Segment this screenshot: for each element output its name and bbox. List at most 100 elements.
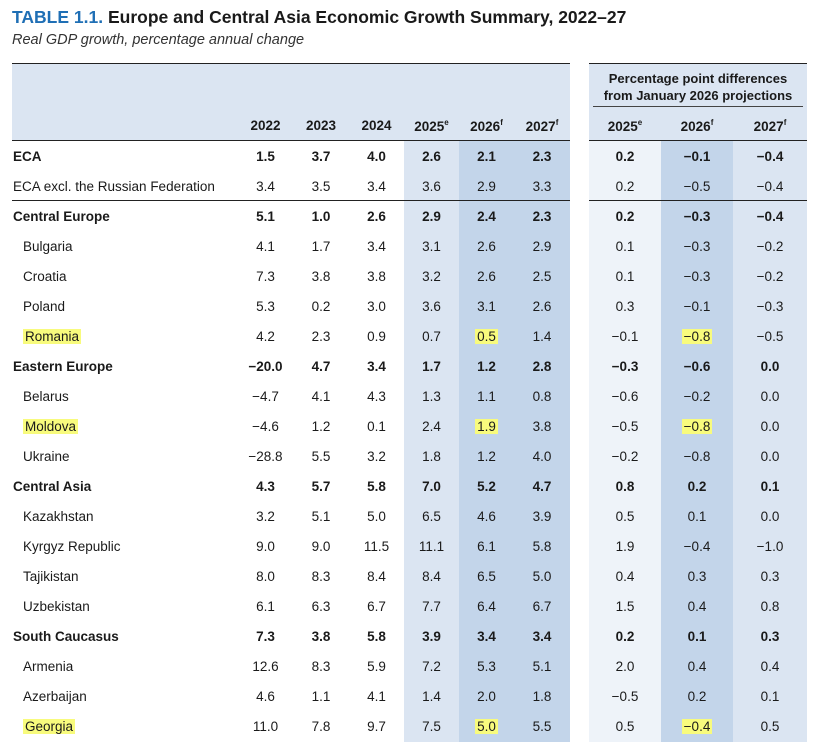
value-cell: 9.7 [349,711,404,741]
value-text: 4.0 [532,448,552,464]
diff-text: −0.5 [756,328,784,344]
row-label-text: Tajikistan [23,568,79,584]
diff-cell: 0.0 [733,501,807,531]
value-text: 6.7 [367,598,386,614]
diff-text: 1.5 [615,598,635,614]
table-row: Kyrgyz Republic 9.0 9.0 11.5 11.1 6.1 5.8 1.9 −0… [0,531,824,561]
value-cell: 11.5 [349,531,404,561]
value-text: 6.3 [311,598,331,614]
col-header-2023: 2023 [293,110,349,141]
header-band-main [12,63,570,141]
diff-cell: −0.2 [733,261,807,291]
value-text: 0.2 [311,298,331,314]
col-header-sup: e [637,117,643,127]
col-band-diff-2027f [733,141,807,742]
end-cell [807,291,824,321]
header-band-diff [589,63,807,141]
col-band-diff-2026f [661,141,733,742]
diff-text: −0.3 [683,208,711,224]
value-text: 2.0 [477,688,496,704]
value-text: 3.9 [422,628,441,644]
row-label: Tajikistan [0,561,238,591]
value-text: 5.1 [532,658,552,674]
value-text: 9.0 [311,538,331,554]
diff-cell: −0.5 [661,171,733,201]
value-text: 8.4 [422,568,441,584]
gap-cell [570,231,589,261]
value-cell: 5.8 [514,531,570,561]
diff-text: 0.8 [760,598,780,614]
col-header-label: 2027 [525,118,556,134]
value-cell: 4.1 [238,231,293,261]
value-text: 3.4 [477,628,496,644]
diff-cell: −0.5 [733,321,807,351]
table-row: Moldova −4.6 1.2 0.1 2.4 1.9 3.8 −0.5 −0.8 0.0 [0,411,824,441]
value-cell: 4.3 [238,471,293,501]
value-cell: 1.1 [459,381,514,411]
diff-text: 0.4 [760,658,780,674]
diff-cell: 0.4 [733,651,807,681]
value-cell: 7.3 [238,261,293,291]
value-cell: 2.3 [514,141,570,171]
table-number: TABLE 1.1. [12,7,104,27]
value-cell: 2.3 [514,201,570,231]
diff-col-header-2025e: 2025e [589,110,661,141]
value-text: 9.0 [256,538,275,554]
value-text: 3.7 [311,148,331,164]
diff-col-header-2027f: 2027f [733,110,807,141]
value-cell: 3.4 [459,621,514,651]
diff-text: 0.5 [760,718,780,734]
value-text: 8.4 [367,568,386,584]
value-cell: 7.3 [238,621,293,651]
value-text: 8.3 [311,568,331,584]
col-band-2025e [404,141,459,742]
growth-table: 2022 2023 2024 2025e 2026f 2027f 2025e 2026f 202… [0,110,824,741]
value-cell: 0.2 [293,291,349,321]
value-cell: 5.1 [514,651,570,681]
value-text: 11.1 [418,538,445,554]
table-row: Belarus −4.7 4.1 4.3 1.3 1.1 0.8 −0.6 −0.2 0.0 [0,381,824,411]
row-label: Ukraine [0,441,238,471]
diff-cell: −0.1 [589,321,661,351]
table-row: Armenia 12.6 8.3 5.9 7.2 5.3 5.1 2.0 0.4 0.4 [0,651,824,681]
row-label-text: Croatia [23,268,67,284]
gap-cell [570,471,589,501]
diff-cell: 0.0 [733,441,807,471]
value-text: 5.0 [475,718,498,734]
table-group-row: ECA 1.5 3.7 4.0 2.6 2.1 2.3 0.2 −0.1 −0.4 [0,141,824,171]
table-group-row: Central Asia 4.3 5.7 5.8 7.0 5.2 4.7 0.8 0.2 0.1 [0,471,824,501]
diff-text: −0.4 [683,538,711,554]
value-cell: 2.1 [459,141,514,171]
value-text: 4.2 [256,328,275,344]
value-text: 3.4 [367,358,386,374]
value-cell: 6.7 [514,591,570,621]
diff-text: 0.4 [687,598,707,614]
value-cell: 2.8 [514,351,570,381]
diff-text: 2.0 [615,658,635,674]
value-text: 3.4 [256,178,275,194]
value-text: 7.5 [422,718,441,734]
value-text: 5.2 [477,478,496,494]
col-header-label: 2022 [250,118,281,133]
gap-cell [570,351,589,381]
value-cell: 5.3 [459,651,514,681]
value-text: 5.8 [367,628,386,644]
diff-cell: 0.0 [733,411,807,441]
value-cell: 0.1 [349,411,404,441]
value-text: 1.1 [477,388,496,404]
diff-cell: −0.3 [733,291,807,321]
value-text: 3.4 [367,178,386,194]
value-text: 1.8 [422,448,441,464]
value-cell: 8.3 [293,651,349,681]
diff-cell: 0.3 [589,291,661,321]
table-body: ECA 1.5 3.7 4.0 2.6 2.1 2.3 0.2 −0.1 −0.4 ECA excl… [0,141,824,741]
value-text: 5.1 [256,208,275,224]
row-label: Central Europe [0,201,238,231]
row-label-text: South Caucasus [13,628,119,644]
diff-text: 1.9 [615,538,635,554]
value-text: 1.3 [422,388,441,404]
value-text: 2.9 [422,208,441,224]
value-cell: 2.6 [459,261,514,291]
rule-pct-head [593,106,803,107]
value-text: 4.7 [532,478,552,494]
